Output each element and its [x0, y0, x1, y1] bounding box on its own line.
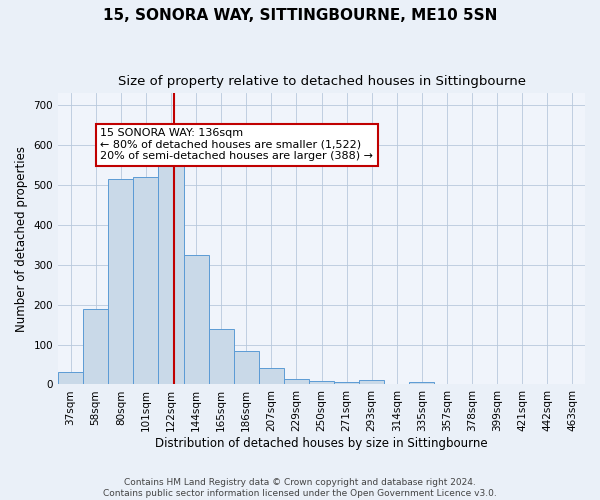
Bar — [309, 382, 334, 384]
Title: Size of property relative to detached houses in Sittingbourne: Size of property relative to detached ho… — [118, 75, 526, 88]
Bar — [108, 179, 133, 384]
Bar — [83, 308, 108, 384]
Bar — [133, 177, 158, 384]
Bar — [359, 380, 384, 384]
Bar — [158, 159, 184, 384]
Bar — [184, 255, 209, 384]
Bar — [233, 350, 259, 384]
Bar — [259, 368, 284, 384]
Bar — [284, 380, 309, 384]
Bar — [409, 382, 434, 384]
Bar — [209, 330, 233, 384]
Bar — [334, 382, 359, 384]
Bar — [58, 372, 83, 384]
Text: Contains HM Land Registry data © Crown copyright and database right 2024.
Contai: Contains HM Land Registry data © Crown c… — [103, 478, 497, 498]
Text: 15 SONORA WAY: 136sqm
← 80% of detached houses are smaller (1,522)
20% of semi-d: 15 SONORA WAY: 136sqm ← 80% of detached … — [100, 128, 373, 162]
Y-axis label: Number of detached properties: Number of detached properties — [15, 146, 28, 332]
Text: 15, SONORA WAY, SITTINGBOURNE, ME10 5SN: 15, SONORA WAY, SITTINGBOURNE, ME10 5SN — [103, 8, 497, 22]
X-axis label: Distribution of detached houses by size in Sittingbourne: Distribution of detached houses by size … — [155, 437, 488, 450]
